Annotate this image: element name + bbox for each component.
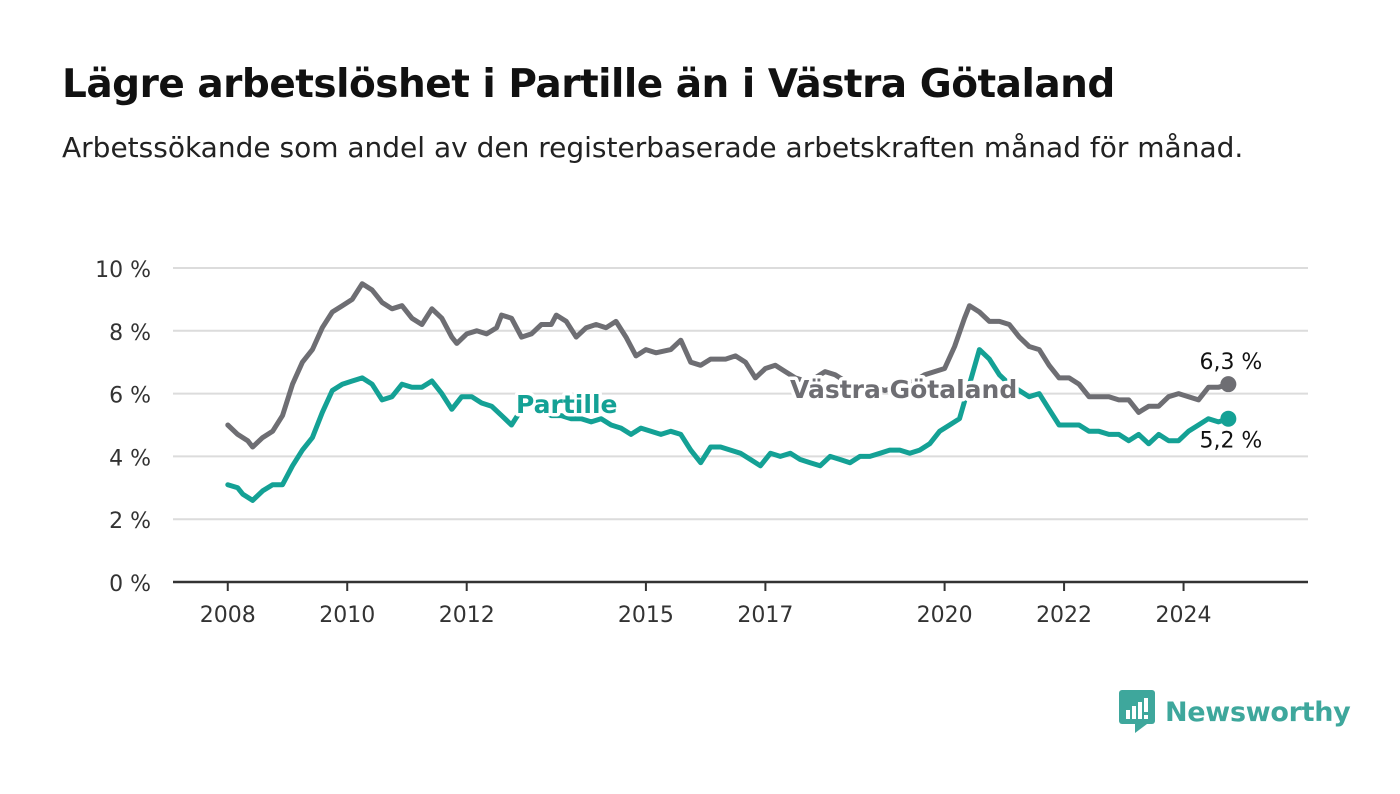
end-point-marker	[1220, 410, 1237, 427]
x-tick-label: 2017	[737, 603, 793, 628]
series-line-partille	[225, 347, 1231, 503]
chart-subtitle: Arbetssökande som andel av den registerb…	[62, 131, 1244, 164]
gridlines	[173, 267, 1308, 521]
x-tick-label: 2020	[917, 603, 973, 628]
series-label-partille: Partille	[516, 390, 617, 419]
x-tick-label: 2015	[618, 603, 674, 628]
x-tick-label: 2024	[1156, 603, 1212, 628]
series-lines	[225, 281, 1237, 503]
series-line-v-stra-g-taland	[225, 281, 1231, 450]
end-point-marker	[1220, 376, 1237, 393]
series-labels: Västra Götaland Partille 6,3 % 5,2 %	[513, 347, 1266, 458]
y-tick-label: 8 %	[109, 321, 151, 346]
series-label-vastra-gotaland: Västra Götaland	[790, 375, 1017, 404]
y-axis-tick-labels: 0 % 2 % 4 % 6 % 8 % 10 %	[95, 258, 151, 597]
chart-title: Lägre arbetslöshet i Partille än i Västr…	[62, 62, 1115, 107]
newsworthy-logo: Newsworthy	[1119, 690, 1351, 734]
y-tick-label: 10 %	[95, 258, 151, 283]
y-tick-label: 4 %	[109, 446, 151, 471]
x-tick-label: 2008	[200, 603, 256, 628]
brand-name: Newsworthy	[1165, 696, 1351, 728]
x-tick-label: 2012	[439, 603, 495, 628]
x-tick-label: 2010	[319, 603, 375, 628]
end-value-label: 5,2 %	[1199, 429, 1262, 454]
bar-chart-speech-bubble-icon	[1119, 690, 1155, 733]
end-value-label: 6,3 %	[1199, 350, 1262, 375]
x-axis: 2008 2010 2012 2015 2017 2020 2022 2024	[173, 580, 1308, 628]
x-tick-label: 2022	[1036, 603, 1092, 628]
y-tick-label: 2 %	[109, 509, 151, 534]
y-tick-label: 6 %	[109, 384, 151, 409]
y-tick-label: 0 %	[109, 572, 151, 597]
